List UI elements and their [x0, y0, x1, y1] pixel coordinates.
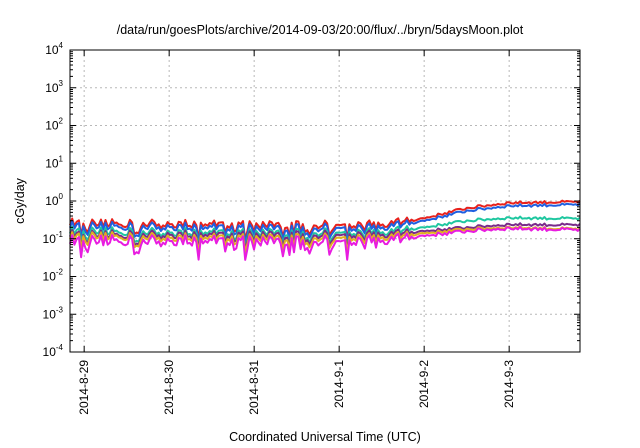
chart-title: /data/run/goesPlots/archive/2014-09-03/2…	[117, 23, 524, 37]
series-line-3	[69, 215, 581, 249]
series-layer	[69, 199, 581, 261]
x-tick-label: 2014-8-30	[162, 360, 176, 415]
x-tick-label: 2014-8-29	[77, 360, 91, 415]
series-line-1	[69, 199, 581, 241]
series-line-5	[69, 225, 581, 254]
series-line-2	[69, 202, 581, 244]
y-tick-label: 103	[45, 79, 63, 95]
x-tick-label: 2014-9-3	[502, 360, 516, 408]
y-tick-label: 10-1	[43, 230, 64, 246]
y-tick-label: 101	[45, 154, 63, 170]
x-ticks: 2014-8-29 2014-8-30 2014-8-31 2014-9-1 2014-…	[77, 50, 516, 415]
x-axis-label: Coordinated Universal Time (UTC)	[229, 430, 421, 444]
series-line-4	[69, 222, 581, 251]
y-tick-label: 104	[45, 41, 63, 57]
y-tick-label: 10-3	[43, 305, 64, 321]
y-axis-label: cGy/day	[13, 177, 27, 224]
x-tick-label: 2014-9-2	[417, 360, 431, 408]
y-ticks: 10-4 10-3 10-2 10-1 100 101 102 103 104	[43, 41, 580, 359]
y-tick-label: 10-2	[43, 268, 64, 284]
y-tick-label: 102	[45, 117, 63, 133]
y-tick-label: 10-4	[43, 343, 64, 359]
series-line-6	[69, 225, 581, 261]
grid	[70, 50, 580, 352]
x-tick-label: 2014-9-1	[332, 360, 346, 408]
y-tick-label: 100	[45, 192, 63, 208]
x-tick-label: 2014-8-31	[247, 360, 261, 415]
